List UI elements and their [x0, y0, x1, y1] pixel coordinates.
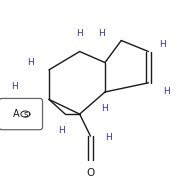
Text: H: H — [58, 126, 65, 135]
Text: O: O — [86, 168, 95, 178]
FancyBboxPatch shape — [0, 98, 43, 130]
Text: H: H — [27, 58, 34, 67]
Text: H: H — [102, 104, 108, 113]
Text: H: H — [105, 134, 112, 142]
Text: H: H — [163, 88, 170, 96]
Text: H: H — [76, 29, 83, 38]
Text: H: H — [159, 40, 166, 49]
Text: s: s — [23, 110, 28, 118]
Text: A: A — [13, 109, 20, 119]
Text: H: H — [11, 82, 18, 91]
Text: H: H — [98, 29, 105, 38]
